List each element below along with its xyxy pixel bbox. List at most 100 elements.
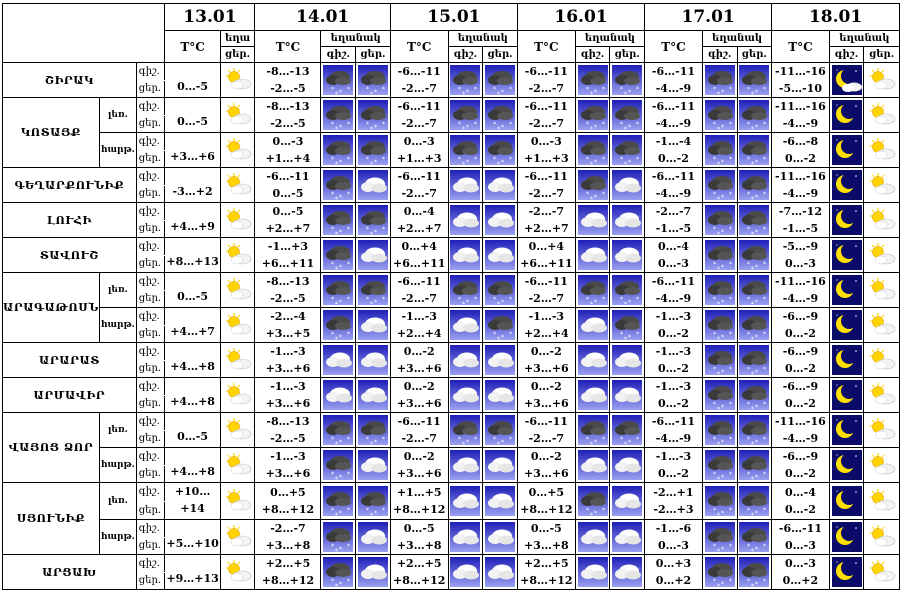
day-temperature: +3…+6: [396, 362, 442, 375]
weather-header: եղա: [219, 30, 256, 47]
night-temperature: -6…-11: [651, 100, 695, 113]
night-temperature: -6…-9: [782, 450, 819, 463]
svg-text:*: *: [751, 441, 754, 445]
svg-text:*: *: [339, 439, 342, 445]
night-temperature: 0…-2: [403, 380, 435, 393]
cloud-icon: [485, 557, 516, 587]
svg-text:*: *: [594, 299, 597, 305]
night-temperature: -6…-11: [524, 100, 568, 113]
svg-text:*: *: [493, 156, 496, 163]
day-temperature: 0…-5: [177, 80, 209, 93]
snow-dark-icon: ****: [485, 65, 516, 95]
temperature-cell: -6…-9 0…-2: [771, 307, 830, 343]
night-temperature: 0…-2: [403, 345, 435, 358]
night-temperature: 0…-2: [530, 380, 562, 393]
day-temperature: +9…+13: [166, 572, 219, 585]
cloud-icon: [355, 342, 391, 378]
night-temperature: -8…-13: [266, 415, 310, 428]
svg-text:*: *: [721, 229, 724, 235]
svg-text:*: *: [628, 159, 631, 165]
moon-icon: [828, 412, 865, 448]
temperature-cell: +4…+9: [164, 202, 221, 238]
sun-cloud-icon: [219, 342, 256, 378]
sun-cloud-icon: [863, 307, 900, 343]
cloud-icon: [574, 307, 611, 343]
svg-text:*: *: [763, 436, 766, 443]
svg-text:*: *: [347, 578, 350, 585]
sun-cloud-icon: [869, 418, 895, 440]
temperature-cell: 0…-5: [164, 62, 221, 98]
temperature-cell: 0…-4 +2…+7: [389, 202, 449, 238]
snow-dark-icon: ****: [574, 167, 611, 203]
day-temperature: 0…-3: [658, 257, 689, 270]
temperature-cell: -6…-11 -2…-7: [516, 97, 576, 133]
snow-dark-icon: ****: [323, 135, 354, 165]
region-name: ՇԻՐԱԿ: [2, 62, 137, 98]
moon-icon: [828, 554, 865, 590]
sun-cloud-icon: [869, 560, 895, 582]
day-header: ցեր.: [609, 46, 646, 63]
svg-text:*: *: [721, 404, 724, 410]
temperature-cell: 0…-5: [164, 272, 221, 308]
date-header: 14.01: [254, 3, 391, 31]
svg-text:*: *: [713, 296, 716, 303]
svg-text:*: *: [713, 366, 716, 373]
snow-dark-icon: ****: [739, 415, 770, 445]
svg-text:*: *: [497, 126, 500, 130]
snow-dark-icon: ****: [736, 377, 773, 413]
temperature-cell: -1…-4 0…-2: [644, 132, 703, 168]
day-temperature: -2…+3: [653, 503, 694, 516]
svg-text:*: *: [729, 296, 732, 303]
forecast-row: ԱՐՄԱՎԻՐ գիշ. +4…+8 -1…-3 +3…+6 0…-2 +3…+6: [2, 377, 900, 413]
day-label: ցեր.: [135, 536, 166, 555]
svg-text:*: *: [594, 194, 597, 200]
snow-dark-icon: ****: [609, 62, 646, 98]
svg-text:*: *: [763, 331, 766, 338]
snow-dark-icon: ****: [612, 65, 643, 95]
svg-text:*: *: [347, 121, 350, 128]
svg-text:*: *: [347, 156, 350, 163]
svg-text:*: *: [374, 159, 377, 165]
svg-text:*: *: [366, 436, 369, 443]
snow-dark-icon: ****: [736, 237, 773, 273]
day-temperature: +8…+12: [393, 574, 446, 587]
moon-icon: [828, 342, 865, 378]
svg-text:*: *: [331, 156, 334, 163]
temperature-cell: -6…-9 0…-2: [771, 447, 830, 483]
snow-dark-icon: ****: [704, 345, 735, 375]
day-temperature: +4…+8: [170, 395, 215, 408]
sun-cloud-icon: [219, 412, 256, 448]
snow-dark-icon: ****: [609, 272, 646, 308]
region-name: ԿՈՏԱՅՔ: [2, 97, 100, 168]
day-temperature: 0…-2: [784, 467, 816, 480]
svg-text:*: *: [331, 226, 334, 233]
day-temperature: +3…+5: [265, 327, 311, 340]
svg-text:*: *: [493, 86, 496, 93]
forecast-row: ԼՈՒՀԻ գիշ. +4…+9 0…-5 +2…+7 * * * * * * * * 0…-4 +…: [2, 202, 900, 238]
svg-text:*: *: [339, 89, 342, 95]
night-label: գիշ.: [135, 97, 166, 116]
svg-text:*: *: [721, 194, 724, 200]
night-label: գիշ.: [135, 62, 166, 81]
day-temperature: 0…-3: [784, 539, 816, 552]
temperature-cell: 0…+4 +6…+11: [516, 237, 576, 273]
night-label: գիշ.: [135, 272, 166, 291]
svg-text:*: *: [382, 156, 385, 163]
night-temperature: -1…-3: [655, 380, 692, 393]
svg-text:*: *: [462, 91, 465, 95]
snow-dark-icon: ****: [736, 342, 773, 378]
svg-text:*: *: [713, 261, 716, 268]
day-temperature: +2…+7: [523, 222, 569, 235]
temperature-cell: -6…-11 -4…-9: [644, 62, 703, 98]
night-temperature: -1…-3: [528, 310, 565, 323]
svg-text:*: *: [509, 156, 512, 163]
svg-text:*: *: [374, 510, 377, 516]
night-label: գիշ.: [135, 342, 166, 361]
sun-cloud-icon: [219, 519, 256, 555]
snow-dark-icon: ****: [485, 310, 516, 340]
snow-dark-icon: ****: [574, 97, 611, 133]
snow-dark-icon: ****: [320, 519, 357, 555]
svg-text:*: *: [747, 507, 750, 514]
snow-dark-icon: ****: [704, 205, 735, 235]
snow-dark-icon: ****: [320, 412, 357, 448]
